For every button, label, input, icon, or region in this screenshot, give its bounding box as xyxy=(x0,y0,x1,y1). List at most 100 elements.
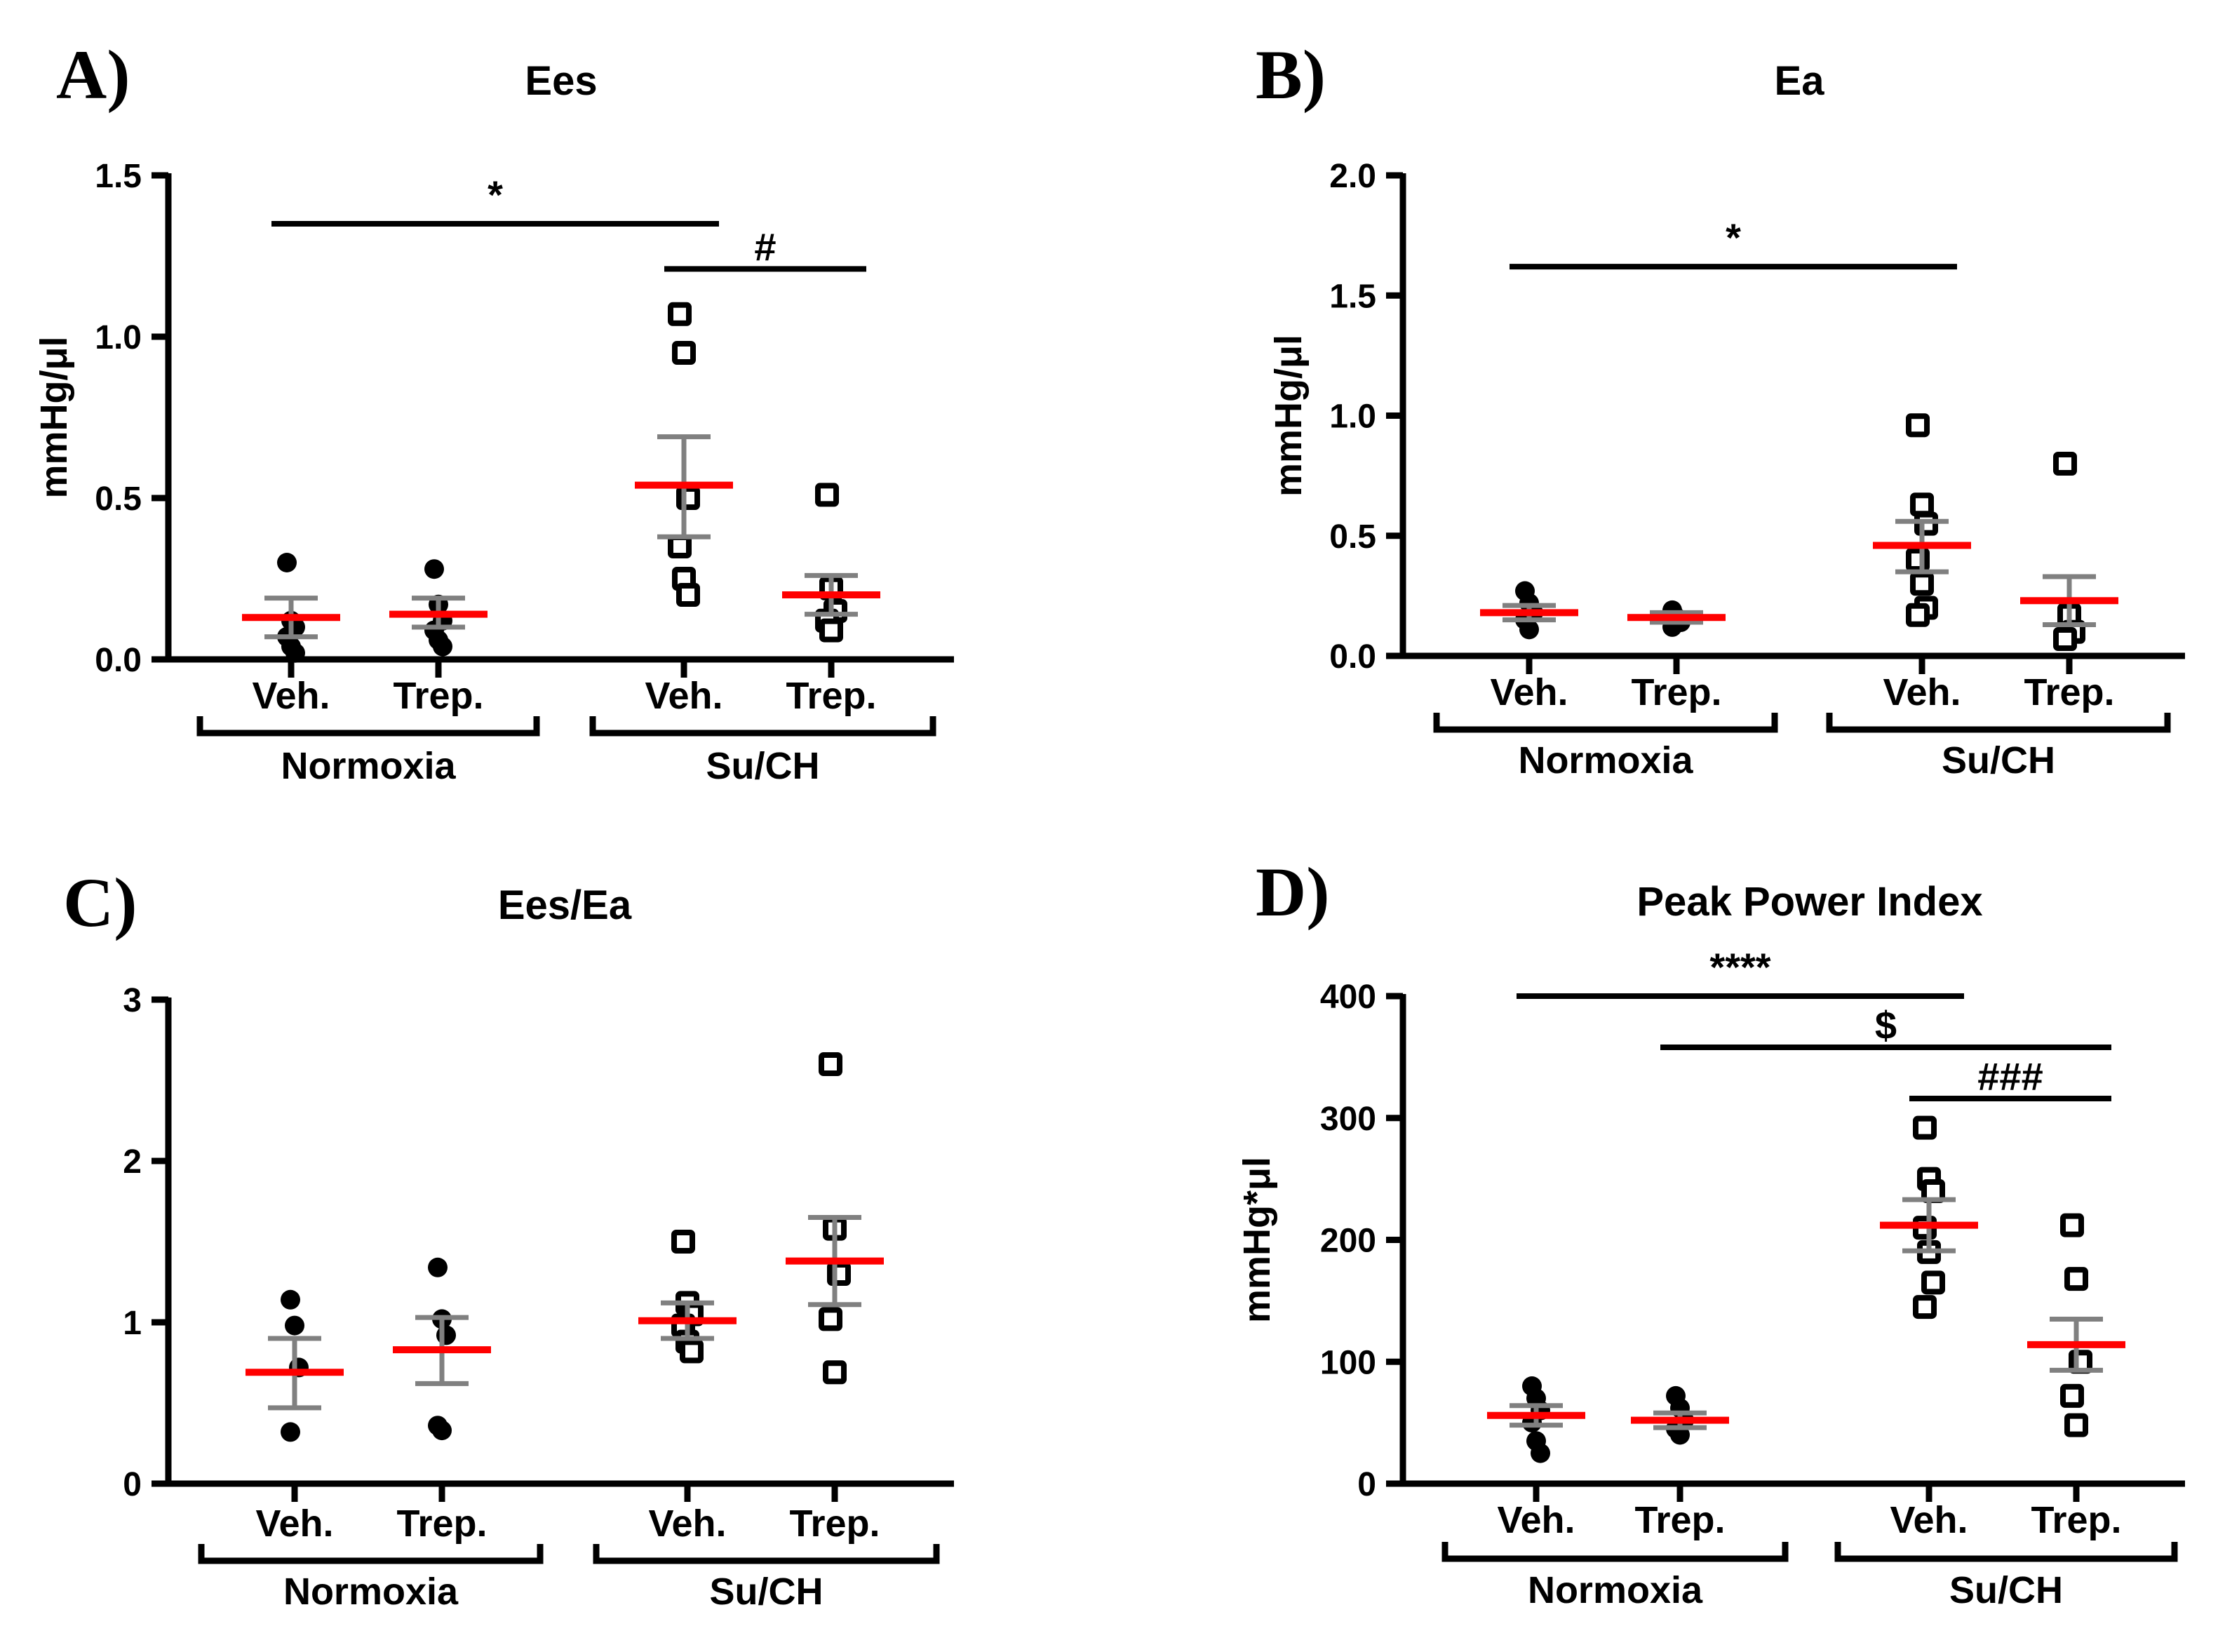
series-2 xyxy=(635,302,733,607)
data-point xyxy=(1910,572,1934,596)
chart-title: Ees xyxy=(525,58,597,104)
data-point xyxy=(1910,492,1934,517)
group-label: Normoxia xyxy=(1528,1569,1703,1611)
group-bracket xyxy=(1433,713,1778,733)
x-tick-label: Veh. xyxy=(648,1503,726,1545)
data-point xyxy=(668,535,692,558)
panel-b: B) Ea 0.0 0.5 1.0 1.5 2.0 mmHg/μl Veh. Trep. Veh. T… xyxy=(1256,36,2185,781)
group-bracket xyxy=(198,1544,544,1564)
data-point xyxy=(676,583,700,607)
y-axis-label: mmHg/μl xyxy=(33,336,75,498)
significance-label: * xyxy=(488,173,503,217)
data-point xyxy=(671,1230,695,1254)
group-bracket xyxy=(589,716,936,737)
data-point xyxy=(1906,413,1930,438)
group-label: Normoxia xyxy=(1518,739,1693,781)
chart-title: Ees/Ea xyxy=(498,882,632,928)
y-tick-label: 1 xyxy=(123,1305,142,1342)
data-point xyxy=(1519,619,1539,640)
series-2 xyxy=(1873,413,1971,627)
series-2 xyxy=(638,1230,737,1364)
y-tick-label: 300 xyxy=(1320,1101,1376,1138)
group-label: Normoxia xyxy=(281,745,456,787)
data-point xyxy=(285,1315,304,1336)
x-tick-label: Trep. xyxy=(1634,1499,1725,1541)
panel-a: A) Ees 0.0 0.5 1.0 1.5 mmHg/μl Veh. Trep. Veh. Tre… xyxy=(33,36,954,787)
data-point xyxy=(2064,1267,2088,1291)
data-point xyxy=(2060,1383,2084,1408)
series-1 xyxy=(389,559,488,657)
y-tick-label: 2 xyxy=(123,1143,142,1181)
data-point xyxy=(819,1052,842,1076)
group-label: Normoxia xyxy=(283,1571,459,1613)
y-tick-label: 0.5 xyxy=(95,481,142,518)
data-point xyxy=(281,1289,300,1310)
data-point xyxy=(819,1307,842,1331)
panel-d: D) Peak Power Index 0 100 200 300 400 mmHg*μl Ve… xyxy=(1236,853,2185,1611)
data-point xyxy=(1913,1295,1937,1319)
x-tick-label: Veh. xyxy=(255,1503,333,1545)
group-label: Su/CH xyxy=(1942,739,2055,781)
group-label: Su/CH xyxy=(710,1571,824,1613)
y-tick-label: 0.5 xyxy=(1329,518,1376,556)
data-point xyxy=(672,341,696,365)
y-tick-label: 0 xyxy=(123,1466,142,1503)
chart-title: Ea xyxy=(1775,58,1825,104)
x-tick-label: Trep. xyxy=(2024,671,2114,713)
series-3 xyxy=(782,483,880,643)
x-tick-label: Trep. xyxy=(786,675,876,717)
y-tick-label: 1.0 xyxy=(95,319,142,356)
y-axis-label: mmHg/μl xyxy=(1268,335,1310,497)
x-tick-label: Veh. xyxy=(1497,1499,1575,1541)
panel-label: C) xyxy=(63,864,137,941)
panel-label: B) xyxy=(1256,36,1326,114)
significance-label: # xyxy=(754,224,776,269)
series-3 xyxy=(2027,1213,2125,1437)
x-tick-label: Trep. xyxy=(2031,1499,2121,1541)
panel-label: A) xyxy=(56,36,130,114)
x-tick-label: Trep. xyxy=(1631,671,1721,713)
y-tick-label: 400 xyxy=(1320,979,1376,1016)
x-tick-label: Trep. xyxy=(396,1503,487,1545)
series-0 xyxy=(246,1289,344,1442)
data-point xyxy=(1913,1115,1937,1140)
data-point xyxy=(277,553,297,572)
series-0 xyxy=(242,553,340,663)
y-tick-label: 0 xyxy=(1357,1466,1376,1503)
series-3 xyxy=(786,1052,884,1385)
data-point xyxy=(2053,452,2077,476)
data-point xyxy=(436,1325,456,1345)
data-point xyxy=(433,636,452,657)
significance-label: $ xyxy=(1875,1003,1897,1047)
data-point xyxy=(432,1421,452,1441)
x-tick-label: Trep. xyxy=(789,1503,880,1545)
data-point xyxy=(428,1257,448,1277)
group-label: Su/CH xyxy=(1949,1569,2063,1611)
series-1 xyxy=(1627,600,1726,637)
data-point xyxy=(285,643,305,663)
x-tick-label: Veh. xyxy=(1490,671,1568,713)
data-point xyxy=(2060,1213,2084,1237)
x-tick-label: Trep. xyxy=(393,675,483,717)
data-point xyxy=(823,1360,847,1385)
x-tick-label: Veh. xyxy=(252,675,330,717)
data-point xyxy=(424,559,444,579)
significance-label: * xyxy=(1726,215,1741,260)
chart-title: Peak Power Index xyxy=(1636,879,1982,925)
data-point xyxy=(668,302,692,326)
y-tick-label: 100 xyxy=(1320,1344,1376,1381)
y-axis-label: mmHg*μl xyxy=(1236,1157,1278,1323)
data-point xyxy=(281,1422,300,1442)
y-tick-label: 1.0 xyxy=(1329,398,1376,436)
series-1 xyxy=(1631,1385,1729,1445)
group-bracket xyxy=(593,1544,940,1564)
series-2 xyxy=(1880,1115,1978,1319)
significance-label: **** xyxy=(1709,945,1770,989)
data-point xyxy=(1906,603,1930,627)
x-tick-label: Veh. xyxy=(1883,671,1961,713)
x-tick-label: Veh. xyxy=(1890,1499,1968,1541)
group-bracket xyxy=(1441,1542,1789,1562)
series-0 xyxy=(1487,1376,1585,1463)
group-bracket xyxy=(1826,713,2171,733)
